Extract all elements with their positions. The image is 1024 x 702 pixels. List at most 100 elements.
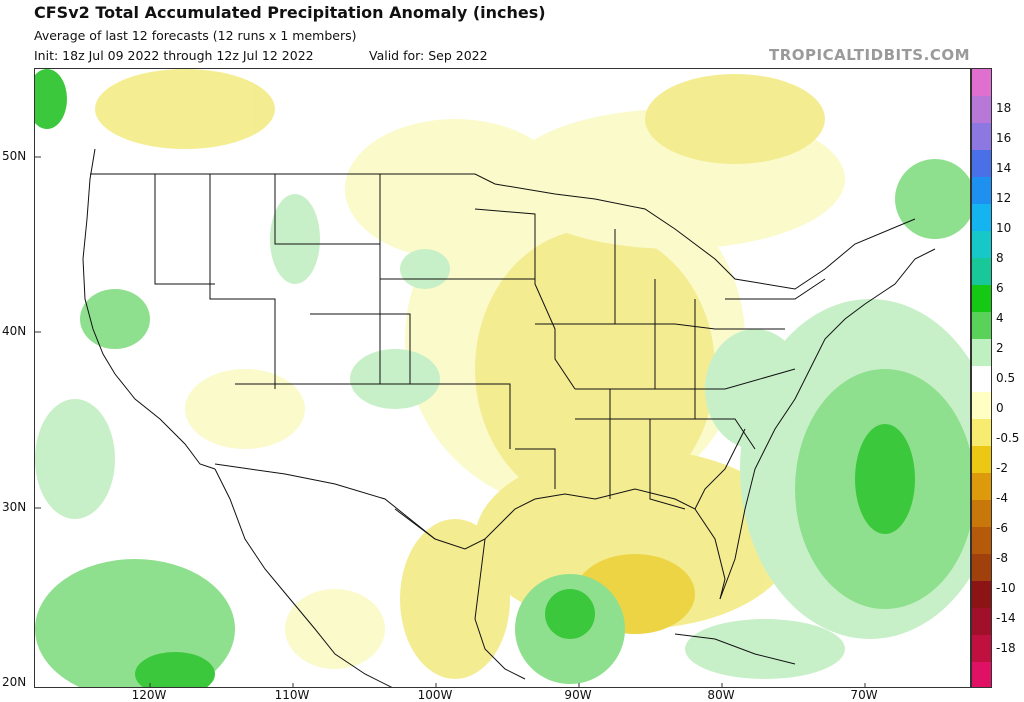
precipitation-anomaly-map (34, 68, 971, 688)
wet-area-northwest-corner (35, 69, 67, 129)
dry-area-pacific-mexico (285, 589, 385, 669)
colorbar-segment (972, 554, 991, 582)
graticule-ticks (35, 156, 866, 687)
dry-area-southwest (185, 369, 305, 449)
lat-label-20n: 20N (2, 675, 27, 689)
colorbar-tick-label: 8 (996, 251, 1004, 266)
colorbar-tick-label: 16 (996, 131, 1012, 146)
colorbar-tick-label: -4 (996, 490, 1008, 505)
chart-subtitle: Average of last 12 forecasts (12 runs x … (34, 28, 357, 43)
wet-area-california (80, 289, 150, 349)
colorbar-segment (972, 581, 991, 609)
colorbar-segment (972, 662, 991, 687)
colorbar-segment (972, 257, 991, 286)
wet-area-atlantic-core (855, 424, 915, 534)
baja-mexico-coast (214, 468, 393, 687)
wet-area-eastern-pacific-core (135, 652, 215, 687)
colorbar-segment (972, 203, 991, 232)
state-line-10 (515, 448, 556, 489)
colorbar-tick-label: 4 (996, 311, 1004, 326)
state-line-13 (649, 419, 686, 510)
dry-area-mexico (400, 519, 510, 679)
lon-label-90w: 90W (564, 688, 592, 702)
colorbar-tick-label: 12 (996, 191, 1012, 206)
state-line-7 (474, 208, 576, 390)
state-line-1 (154, 174, 215, 285)
colorbar-segment (972, 365, 991, 393)
wet-area-maritimes (895, 159, 970, 239)
colorbar-segment (972, 527, 991, 555)
lon-label-100w: 100W (417, 688, 453, 702)
colorbar-tick-label: -10 (996, 580, 1016, 595)
colorbar-segment (972, 392, 991, 420)
lat-label-30n: 30N (2, 500, 27, 514)
dry-area-quebec (645, 74, 825, 164)
state-line-2 (209, 174, 276, 389)
dry-area-canada-west (95, 69, 275, 149)
east-coast (719, 248, 936, 600)
valid-info: Valid for: Sep 2022 (369, 48, 488, 63)
colorbar-tick-label: 10 (996, 221, 1012, 236)
colorbar-segment (972, 338, 991, 367)
wet-area-plains (400, 249, 450, 289)
colorbar-tick-label: -14 (996, 610, 1016, 625)
precipitation-colorbar (971, 68, 992, 688)
colorbar-segment (972, 419, 991, 447)
state-line-3 (274, 174, 380, 245)
colorbar-tick-label: 6 (996, 281, 1004, 296)
brand-watermark: TROPICALTIDBITS.COM (769, 46, 970, 64)
colorbar-segment (972, 608, 991, 636)
colorbar-segment (972, 95, 991, 124)
colorbar-segment (972, 149, 991, 178)
colorbar-tick-label: 2 (996, 341, 1004, 356)
colorbar-tick-label: 0 (996, 400, 1004, 415)
wet-area-caribbean (685, 619, 845, 679)
cuba-outline (674, 633, 796, 665)
colorbar-segment (972, 69, 991, 97)
state-line-5 (310, 313, 411, 384)
colorbar-segment (972, 311, 991, 340)
wet-anomaly-areas (35, 69, 970, 687)
init-info: Init: 18z Jul 09 2022 through 12z Jul 12… (34, 48, 314, 63)
wet-area-pacific-offshore (35, 399, 115, 519)
state-line-14 (575, 418, 756, 450)
florida-coast (694, 428, 746, 510)
colorbar-tick-label: 14 (996, 161, 1012, 176)
state-line-18 (725, 278, 826, 300)
lon-label-80w: 80W (707, 688, 735, 702)
colorbar-tick-label: -18 (996, 640, 1016, 655)
us-west-coast (82, 148, 216, 470)
colorbar-segment (972, 176, 991, 205)
gulf-coast (394, 488, 726, 600)
wet-area-rockies (270, 194, 320, 284)
colorbar-segment (972, 122, 991, 151)
colorbar-segment (972, 500, 991, 528)
lon-label-110w: 110W (274, 688, 310, 702)
map-canvas (35, 69, 970, 687)
coastlines (82, 148, 936, 687)
wet-area-western-gulf-core (545, 589, 595, 639)
state-line-11 (575, 368, 796, 390)
wet-area-new-mexico (350, 349, 440, 409)
colorbar-segment (972, 230, 991, 259)
colorbar-tick-label: -8 (996, 550, 1008, 565)
boundaries (90, 173, 916, 540)
us-mexico-border (214, 463, 436, 540)
colorbar-segment (972, 446, 991, 474)
lon-label-120w: 120W (131, 688, 167, 702)
colorbar-segment (972, 635, 991, 663)
colorbar-tick-label: 18 (996, 101, 1012, 116)
colorbar-tick-label: -2 (996, 460, 1008, 475)
mexico-gulf-coast (474, 538, 526, 680)
colorbar-tick-label: -0.5 (996, 430, 1020, 445)
colorbar-tick-label: 0.5 (996, 371, 1016, 385)
us-canada-border (90, 173, 916, 290)
lat-label-50n: 50N (2, 149, 27, 163)
state-line-6 (235, 383, 511, 449)
colorbar-tick-label: -6 (996, 520, 1008, 535)
lon-label-70w: 70W (850, 688, 878, 702)
chart-title: CFSv2 Total Accumulated Precipitation An… (34, 3, 546, 22)
lat-label-40n: 40N (2, 324, 27, 338)
colorbar-segment (972, 473, 991, 501)
colorbar-segment (972, 284, 991, 313)
